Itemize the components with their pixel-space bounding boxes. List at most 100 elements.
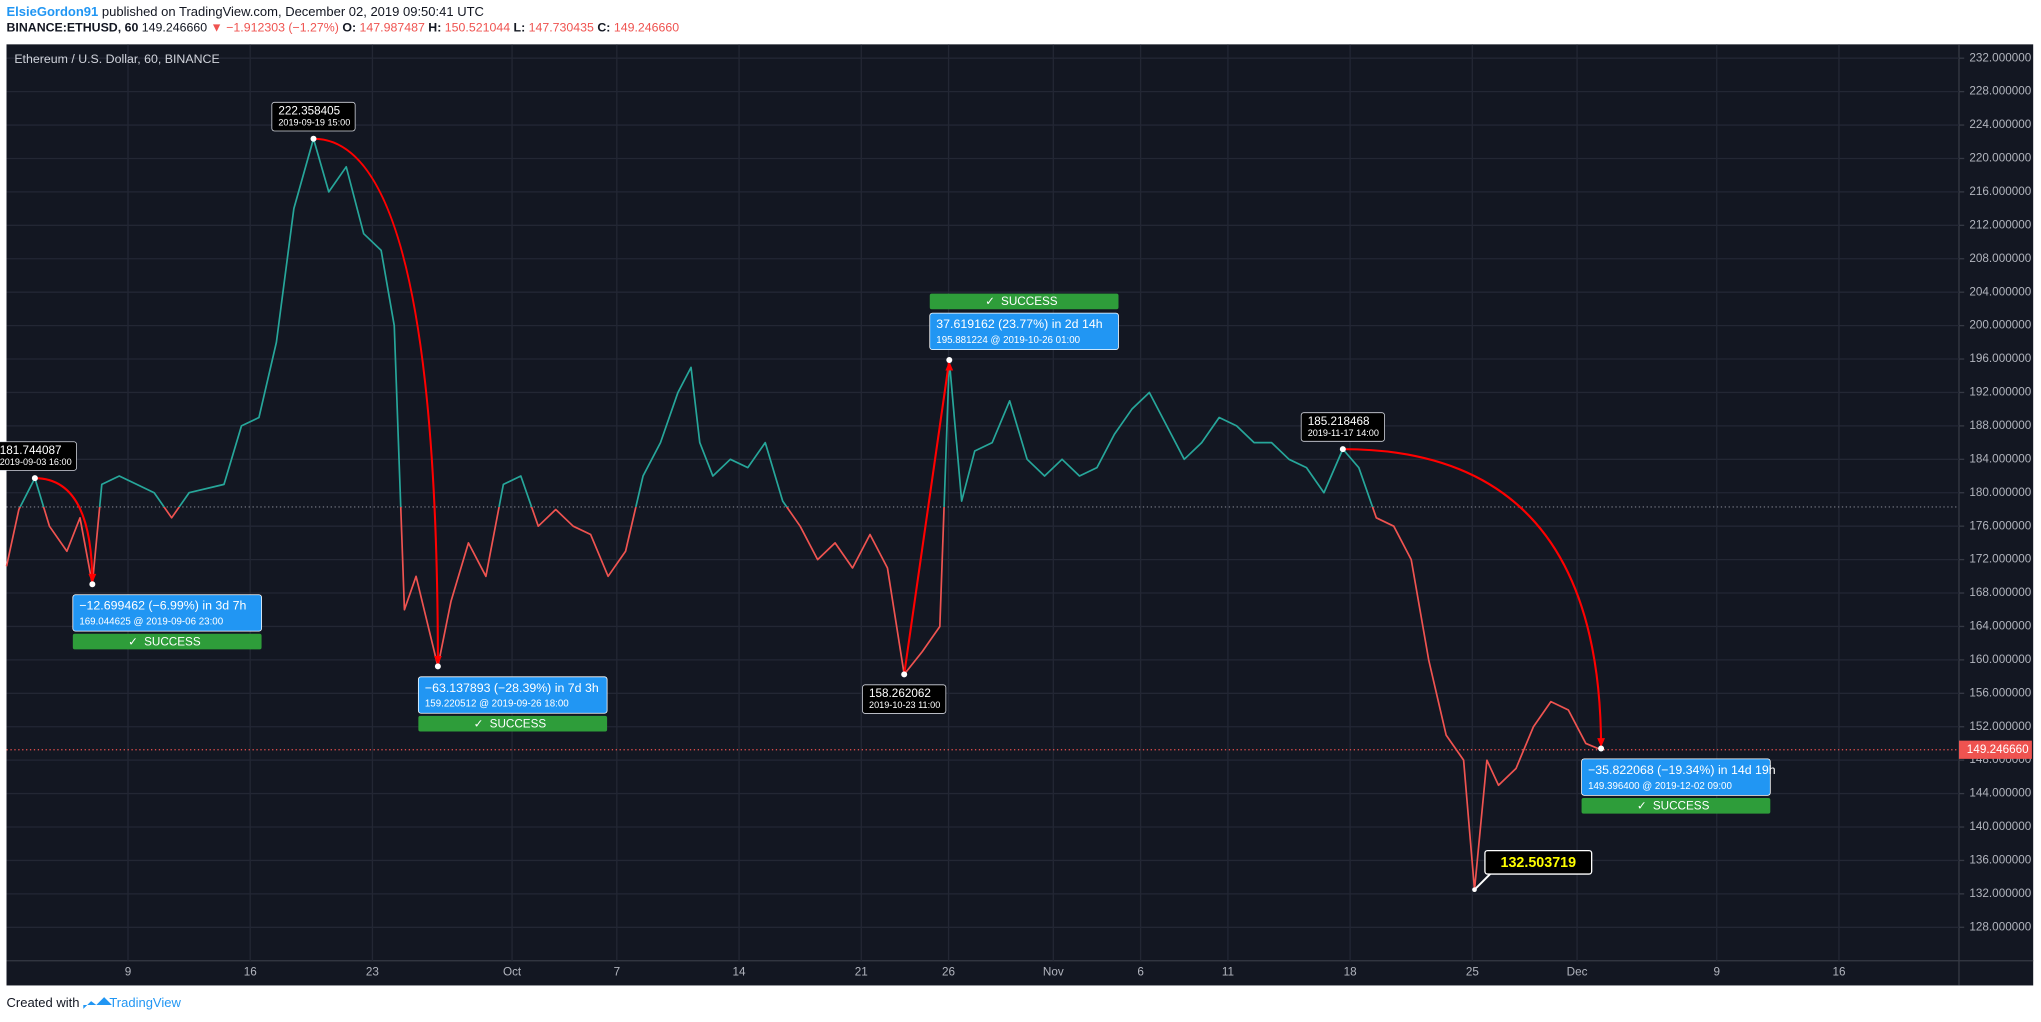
- measure-box: [72, 594, 262, 632]
- callout-box: [1484, 849, 1593, 875]
- footer-brand[interactable]: TradingView: [109, 995, 181, 1010]
- tag-price: 158.262062: [869, 687, 931, 700]
- tag-time: 2019-11-17 14:00: [1308, 428, 1379, 438]
- tag-price: 181.744087: [0, 444, 62, 457]
- y-tick-label: 160.000000: [1969, 653, 2031, 666]
- y-tick-label: 196.000000: [1969, 352, 2031, 365]
- footer-created: Created with: [7, 995, 80, 1010]
- x-tick-label: 26: [942, 966, 955, 979]
- chart-panel: [6, 44, 2034, 986]
- y-tick-label: 164.000000: [1969, 620, 2031, 633]
- x-tick-label: 23: [366, 966, 379, 979]
- y-tick-label: 216.000000: [1969, 185, 2031, 198]
- quote-part: BINANCE:ETHUSD, 60: [7, 21, 139, 35]
- measure-box: [929, 312, 1119, 351]
- measure-arrow: [1342, 448, 1603, 749]
- x-tick-label: 16: [244, 966, 257, 979]
- measure-arrow: [34, 477, 94, 585]
- status-box: [418, 715, 608, 732]
- measure-arrow: [903, 359, 951, 675]
- x-tick-label: 11: [1222, 966, 1234, 979]
- x-tick-label: 18: [1344, 966, 1357, 979]
- callout-pointer: [1473, 873, 1491, 891]
- measure-box: [1581, 758, 1771, 796]
- quote-part: L:: [514, 21, 526, 35]
- y-tick-label: 140.000000: [1969, 820, 2031, 833]
- measure-point: [946, 357, 953, 364]
- status-box: [929, 293, 1119, 310]
- status-text: SUCCESS: [490, 717, 547, 730]
- tag-box: [271, 101, 356, 132]
- last-price-label: 149.246660: [1967, 743, 2029, 756]
- measure-text: −35.822068 (−19.34%) in 14d 19h: [1588, 763, 1776, 777]
- tv-logo: [83, 997, 112, 1009]
- quote-part: C:: [597, 21, 610, 35]
- measure-detail: 169.044625 @ 2019-09-06 23:00: [79, 617, 223, 628]
- y-tick-label: 184.000000: [1969, 452, 2031, 465]
- status-check: ✓: [1637, 800, 1647, 813]
- measure-text: −63.137893 (−28.39%) in 7d 3h: [425, 681, 599, 695]
- tag-point: [31, 475, 38, 482]
- tag-point: [1339, 446, 1346, 453]
- tag-box: [0, 441, 77, 471]
- status-text: SUCCESS: [1001, 295, 1058, 308]
- plot: 128.000000 132.000000 136.000000 140.000000…: [0, 44, 2032, 979]
- y-tick-label: 204.000000: [1969, 285, 2031, 298]
- measure-box: [417, 676, 608, 714]
- measure-point: [89, 581, 96, 588]
- chart-title: Ethereum / U.S. Dollar, 60, BINANCE: [14, 52, 219, 66]
- x-tick-label: Oct: [503, 966, 522, 979]
- y-tick-label: 188.000000: [1969, 419, 2031, 432]
- quote-part: 149.246660: [614, 21, 679, 35]
- status-check: ✓: [128, 635, 138, 648]
- status-box: [1581, 797, 1771, 814]
- status-check: ✓: [985, 295, 995, 308]
- x-tick-label: 16: [1832, 966, 1845, 979]
- x-tick-label: 9: [1713, 966, 1720, 979]
- measure-detail: 149.396400 @ 2019-12-02 09:00: [1588, 781, 1732, 792]
- quote-part: ▼ −1.912303 (−1.27%): [211, 21, 339, 35]
- tag-price: 185.218468: [1308, 415, 1370, 428]
- tag-time: 2019-10-23 11:00: [869, 700, 940, 710]
- quote-part: H:: [428, 21, 441, 35]
- tag-box: [862, 684, 947, 714]
- arrow-head: [1597, 738, 1605, 748]
- x-tick-label: 6: [1137, 966, 1144, 979]
- x-tick-label: 9: [125, 966, 132, 979]
- callout-point: [1472, 887, 1477, 893]
- y-tick-label: 224.000000: [1969, 118, 2031, 131]
- last-price-box: [1958, 740, 2032, 759]
- tag-point: [310, 135, 317, 142]
- header-line: ElsieGordon91 published on TradingView.c…: [7, 5, 484, 20]
- quote-part: 150.521044: [445, 21, 510, 35]
- y-tick-label: 176.000000: [1969, 519, 2031, 532]
- arrow-head: [88, 573, 97, 583]
- arrow-head: [945, 361, 954, 371]
- published: published on TradingView.com, December 0…: [102, 5, 484, 20]
- measure-point: [434, 663, 441, 670]
- y-tick-label: 168.000000: [1969, 586, 2031, 599]
- y-tick-label: 152.000000: [1969, 720, 2031, 733]
- y-tick-label: 128.000000: [1969, 920, 2031, 933]
- y-tick-label: 136.000000: [1969, 854, 2031, 867]
- y-tick-label: 180.000000: [1969, 486, 2031, 499]
- arrow-head: [433, 655, 442, 666]
- quote-part: O:: [342, 21, 356, 35]
- quote-part: 149.246660: [142, 21, 207, 35]
- x-tick-label: Nov: [1043, 966, 1064, 979]
- x-tick-label: 14: [733, 966, 747, 979]
- measure-detail: 195.881224 @ 2019-10-26 01:00: [936, 335, 1080, 346]
- tag-price: 222.358405: [278, 105, 340, 118]
- y-tick-label: 200.000000: [1969, 319, 2031, 332]
- tag-point: [901, 671, 908, 678]
- y-tick-label: 172.000000: [1969, 553, 2031, 566]
- x-tick-label: Dec: [1567, 966, 1588, 979]
- y-tick-label: 212.000000: [1969, 218, 2031, 231]
- y-tick-label: 132.000000: [1969, 887, 2031, 900]
- tag-time: 2019-09-03 16:00: [0, 457, 72, 467]
- y-tick-label: 208.000000: [1969, 252, 2031, 265]
- measure-detail: 159.220512 @ 2019-09-26 18:00: [425, 699, 569, 710]
- author-link[interactable]: ElsieGordon91: [7, 5, 99, 20]
- quote-part: 147.987487: [360, 21, 425, 35]
